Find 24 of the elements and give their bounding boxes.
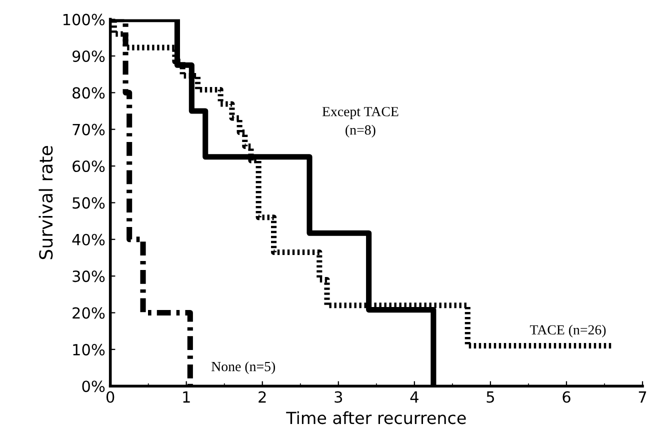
x-tick-label: 3 (334, 391, 342, 403)
x-tick-label: 5 (486, 391, 494, 403)
y-tick-label: 20% (72, 307, 105, 319)
y-tick-label: 80% (72, 87, 105, 99)
series-label: None (n=5) (212, 361, 276, 374)
y-tick-label: 0% (82, 380, 105, 392)
x-tick-label: 7 (638, 391, 646, 403)
y-axis-title: Survival rate (38, 146, 53, 260)
y-tick-label: 60% (72, 160, 105, 172)
series-label: TACE (n=26) (530, 324, 606, 338)
y-tick-label: 70% (72, 124, 105, 136)
x-tick-label: 4 (410, 391, 418, 403)
y-tick-label: 40% (72, 234, 105, 246)
series-label: Except TACE (n=8) (322, 106, 398, 138)
y-tick-label: 90% (72, 50, 105, 62)
x-axis-title: Time after recurrence (286, 411, 466, 424)
y-tick-label: 50% (72, 197, 105, 209)
y-tick-label: 30% (72, 270, 105, 282)
x-tick-label: 0 (106, 391, 114, 403)
x-tick-label: 2 (258, 391, 266, 403)
y-tick-label: 100% (63, 14, 105, 26)
y-tick-label: 10% (73, 344, 105, 356)
x-tick-label: 6 (562, 391, 570, 403)
x-tick-label: 1 (183, 391, 190, 403)
